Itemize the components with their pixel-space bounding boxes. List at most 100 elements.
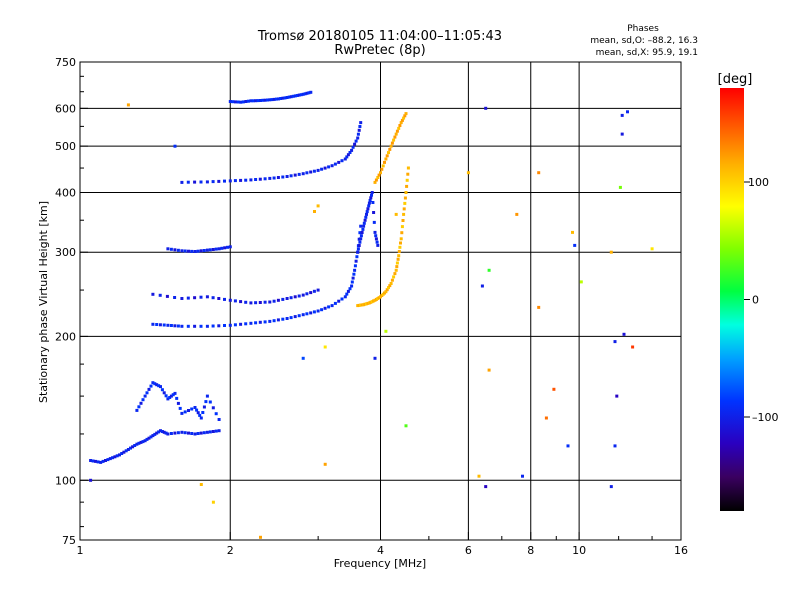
data-point — [251, 99, 255, 103]
data-point — [389, 282, 393, 285]
data-point — [205, 430, 209, 434]
data-point — [399, 121, 403, 125]
data-point — [120, 452, 124, 455]
x-tick-label: 4 — [377, 544, 384, 557]
data-point — [297, 172, 301, 176]
data-point — [226, 245, 229, 249]
data-point — [299, 93, 303, 97]
data-point — [160, 430, 164, 433]
data-point — [104, 459, 107, 462]
data-point — [173, 144, 177, 148]
data-point — [388, 284, 392, 288]
data-point — [297, 93, 301, 97]
data-point — [122, 450, 126, 454]
data-point — [293, 173, 297, 177]
data-point — [387, 151, 390, 155]
data-point — [124, 449, 128, 453]
data-point — [356, 132, 360, 136]
data-point — [373, 230, 377, 234]
data-point — [214, 429, 218, 433]
data-point — [360, 231, 364, 234]
data-point — [346, 153, 350, 157]
colorbar-ticks: 100 0 –100 — [744, 176, 779, 424]
data-point — [205, 324, 209, 328]
data-point — [293, 94, 297, 98]
x-tick-label: 6 — [465, 544, 472, 557]
data-point — [223, 324, 226, 327]
data-point — [211, 500, 215, 504]
data-point — [239, 178, 243, 182]
data-point — [281, 96, 285, 100]
data-point — [162, 391, 166, 395]
data-point — [201, 411, 205, 414]
data-point — [254, 301, 258, 305]
data-point — [166, 432, 170, 436]
data-point — [309, 170, 313, 174]
data-point — [309, 291, 313, 295]
data-point — [176, 324, 180, 328]
data-point — [385, 288, 389, 292]
data-point — [268, 319, 272, 323]
data-point — [289, 95, 293, 99]
data-point — [239, 322, 243, 326]
data-point — [343, 157, 347, 161]
data-point — [301, 313, 305, 317]
data-point — [162, 430, 166, 434]
data-point — [168, 396, 172, 399]
x-tick-label: 1 — [77, 544, 84, 557]
data-point — [199, 416, 203, 420]
data-point — [164, 431, 168, 435]
data-point — [380, 167, 384, 171]
data-point — [316, 168, 320, 172]
data-point — [480, 284, 484, 288]
data-point — [173, 324, 177, 328]
data-point — [354, 139, 358, 143]
data-point — [180, 297, 184, 300]
data-point — [362, 224, 366, 228]
data-point — [89, 478, 93, 482]
data-point — [484, 106, 488, 110]
data-point — [340, 297, 344, 301]
data-point — [402, 207, 406, 211]
data-point — [228, 298, 232, 302]
data-point — [246, 99, 250, 103]
data-point — [330, 164, 334, 168]
data-point — [395, 261, 399, 265]
data-point — [400, 118, 404, 122]
colorbar-tick-label: –100 — [752, 411, 779, 424]
data-point — [622, 332, 626, 336]
data-point — [566, 444, 570, 448]
data-point — [276, 318, 280, 322]
data-point — [178, 406, 182, 410]
data-point — [351, 276, 355, 280]
y-tick-label: 300 — [55, 246, 76, 259]
data-point — [406, 166, 410, 170]
chart-title: Tromsø 20180105 11:04:00–11:05:43 — [257, 29, 502, 44]
data-point — [384, 329, 388, 333]
data-point — [403, 196, 407, 200]
data-point — [155, 431, 159, 435]
data-point — [394, 268, 398, 272]
data-point — [183, 410, 187, 414]
data-point — [259, 535, 262, 539]
data-point — [157, 430, 161, 434]
data-point — [169, 432, 173, 435]
data-point — [403, 201, 407, 205]
data-point — [270, 98, 274, 102]
data-point — [198, 413, 202, 417]
data-point — [309, 311, 313, 315]
data-point — [405, 178, 409, 182]
data-point — [180, 180, 184, 184]
data-point — [350, 148, 354, 152]
data-point — [316, 309, 320, 313]
data-point — [94, 459, 98, 463]
data-point — [228, 323, 232, 327]
data-point — [340, 159, 344, 163]
y-axis: 75 100 200 300 400 500 600 750 — [55, 56, 88, 547]
data-point — [249, 178, 253, 182]
data-point — [537, 171, 541, 175]
data-point — [466, 171, 470, 175]
data-point — [398, 124, 402, 127]
data-point — [108, 457, 112, 461]
data-point — [631, 345, 635, 349]
